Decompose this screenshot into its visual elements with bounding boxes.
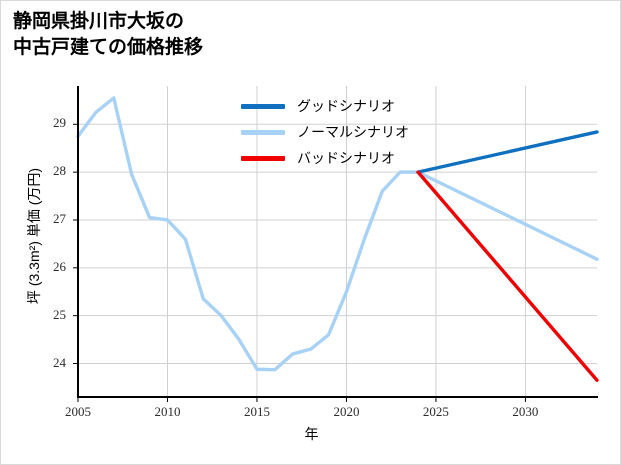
legend-label: ノーマルシナリオ: [297, 124, 409, 140]
x-tick-label: 2025: [422, 404, 449, 419]
x-tick-label: 2015: [243, 404, 270, 419]
x-tick-label: 2010: [154, 404, 181, 419]
legend-color-swatch: [241, 155, 285, 161]
x-tick-label: 2020: [333, 404, 360, 419]
legend-item[interactable]: ノーマルシナリオ: [241, 119, 471, 145]
y-axis-title: 坪 (3.3m²) 単価 (万円): [26, 167, 42, 305]
legend-item[interactable]: バッドシナリオ: [241, 145, 471, 171]
legend-color-swatch: [241, 103, 285, 109]
legend-label: グッドシナリオ: [297, 98, 395, 114]
x-tick-marks: [77, 397, 526, 402]
series-line: [76, 96, 599, 372]
data-series-group: [76, 96, 599, 382]
legend-color-swatch: [241, 129, 285, 135]
axis-lines: [77, 86, 598, 398]
legend-label: バッドシナリオ: [297, 150, 395, 166]
page-title: 静岡県掛川市大坂の 中古戸建ての価格推移: [13, 11, 204, 58]
series-line: [416, 170, 599, 382]
legend-item[interactable]: グッドシナリオ: [241, 93, 471, 119]
x-axis-title: 年: [304, 426, 319, 442]
chart-legend: グッドシナリオ ノーマルシナリオ バッドシナリオ: [241, 93, 471, 171]
x-tick-label: 2030: [512, 404, 539, 419]
horizontal-gridlines: [73, 123, 597, 365]
series-line: [416, 130, 599, 174]
x-tick-label: 2005: [65, 404, 91, 419]
